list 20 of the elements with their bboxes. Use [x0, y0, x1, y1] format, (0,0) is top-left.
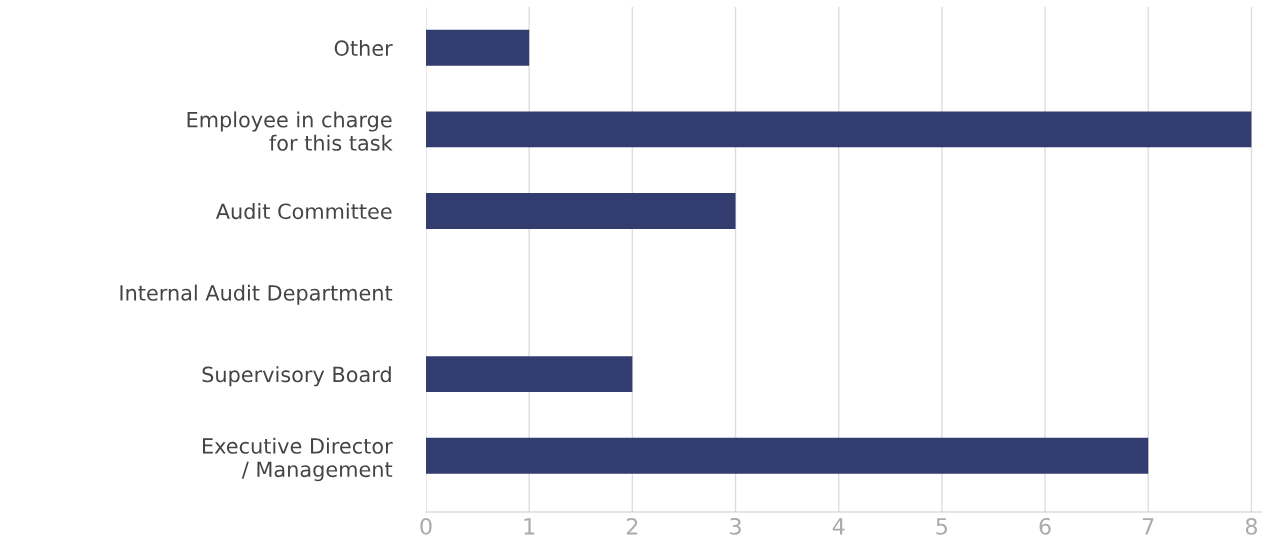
y-tick-label: Executive Director / Management — [202, 437, 393, 482]
x-tick-label: 6 — [1039, 517, 1051, 535]
x-tick-label: 2 — [626, 517, 638, 535]
y-tick-label: Audit Committee — [215, 203, 392, 220]
y-tick-label: Other — [334, 39, 393, 56]
x-tick-label: 3 — [730, 517, 741, 535]
x-tick-label: 0 — [420, 517, 432, 535]
bar — [426, 437, 1149, 474]
x-tick-label: 4 — [832, 518, 845, 535]
y-tick-label: Internal Audit Department — [120, 284, 393, 305]
x-tick-label: 5 — [936, 518, 948, 535]
bar — [426, 29, 530, 66]
x-tick-label: 7 — [1143, 518, 1154, 535]
bar — [426, 356, 633, 393]
bar — [426, 193, 736, 229]
y-tick-label: Employee in charge for this task — [187, 111, 393, 151]
x-tick-label: 8 — [1245, 517, 1257, 535]
x-tick-label: 1 — [524, 518, 535, 535]
bar — [426, 111, 1252, 148]
y-tick-label: Supervisory Board — [202, 366, 391, 387]
